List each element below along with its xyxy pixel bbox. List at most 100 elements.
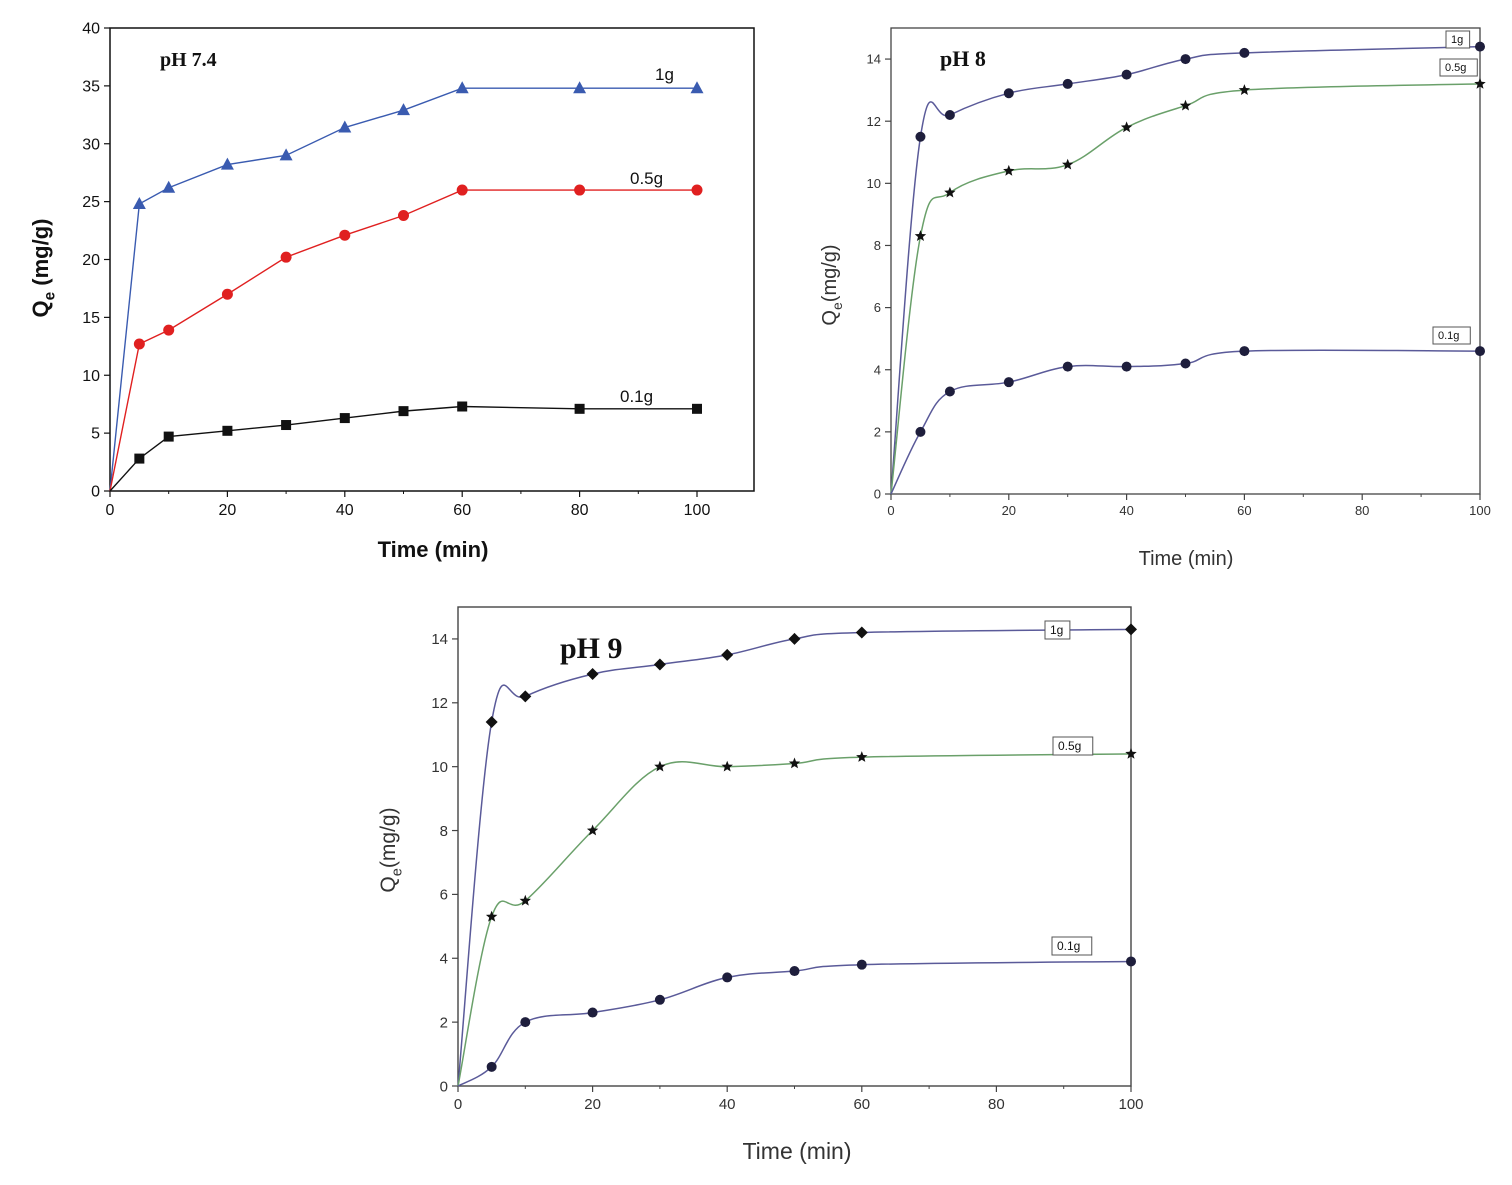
y-axis-label-sub: e <box>42 291 59 300</box>
data-point <box>397 103 410 116</box>
x-tick-label: 40 <box>1119 503 1133 518</box>
y-tick-label: 12 <box>867 114 881 129</box>
y-axis-label: Qe(mg/g) <box>377 807 405 892</box>
data-point <box>915 131 926 142</box>
data-point <box>573 81 587 94</box>
series-label: 0.1g <box>620 387 653 406</box>
x-tick-label: 20 <box>1002 503 1016 518</box>
data-point <box>457 401 468 412</box>
data-point <box>1120 121 1133 133</box>
data-point <box>520 1017 531 1028</box>
data-point <box>398 210 409 222</box>
data-point <box>485 910 498 922</box>
series-label: 1g <box>655 65 674 84</box>
x-tick-label: 20 <box>584 1096 601 1113</box>
data-point <box>1475 41 1485 52</box>
x-tick-label: 60 <box>453 502 471 519</box>
y-tick-label: 0 <box>874 487 881 502</box>
series-line <box>109 87 697 492</box>
x-tick-label: 60 <box>1237 503 1251 518</box>
chart-title: pH 8 <box>940 46 986 71</box>
data-point <box>944 386 955 397</box>
data-point <box>574 184 586 196</box>
x-tick-label: 40 <box>719 1096 736 1113</box>
data-point <box>220 157 234 170</box>
y-tick-label: 5 <box>91 426 100 443</box>
x-tick-label: 100 <box>684 502 711 519</box>
y-axis-label-main: Q <box>377 876 400 892</box>
y-tick-label: 6 <box>440 887 448 904</box>
data-point <box>654 994 665 1005</box>
chart-ph8: 0 20 40 60 80 100 0 2 4 6 8 10 12 14 pH 8 Time (min) Qe(… <box>819 27 1491 570</box>
data-point <box>519 690 532 703</box>
data-point <box>788 757 801 769</box>
x-tick-label: 0 <box>106 502 115 519</box>
x-tick-label: 0 <box>887 503 894 518</box>
x-tick-label: 0 <box>454 1096 462 1113</box>
data-point <box>586 824 599 836</box>
x-axis-label: Time (min) <box>742 1138 851 1164</box>
y-axis-label-unit: (mg/g) <box>377 807 400 868</box>
x-axis-label: Time (min) <box>1139 548 1234 570</box>
y-tick-label: 2 <box>440 1014 448 1031</box>
data-point <box>587 1007 598 1018</box>
data-point <box>338 120 352 133</box>
series-line <box>109 405 697 492</box>
y-tick-label: 6 <box>874 300 881 315</box>
y-tick-label: 2 <box>874 424 881 439</box>
series-1g: 1g <box>109 65 704 492</box>
series-curve <box>890 45 1481 495</box>
data-point <box>856 751 868 762</box>
data-point <box>1180 54 1191 65</box>
data-point <box>721 648 734 661</box>
y-tick-label: 20 <box>82 252 100 269</box>
chart-title: pH 9 <box>560 632 623 665</box>
data-point <box>690 81 704 94</box>
data-point <box>1126 956 1136 967</box>
data-point <box>485 715 498 728</box>
data-point <box>519 894 531 906</box>
data-point <box>915 426 926 437</box>
series-label-box <box>1432 326 1471 345</box>
y-tick-label: 4 <box>440 951 448 968</box>
series-label: 1g <box>1451 34 1463 46</box>
y-axis-label-sub: e <box>829 302 845 310</box>
y-axis-label-main: Q <box>28 300 53 317</box>
data-point <box>1062 78 1073 89</box>
data-point <box>281 420 292 431</box>
data-point <box>456 184 468 196</box>
data-point <box>574 403 585 414</box>
data-point <box>1179 99 1192 111</box>
data-point <box>132 196 146 209</box>
data-point <box>1239 47 1250 58</box>
y-tick-label: 35 <box>82 78 100 95</box>
data-point <box>486 1061 497 1072</box>
series-curve <box>457 960 1132 1087</box>
chart-title: pH 7.4 <box>160 49 217 71</box>
y-axis-label: Qe (mg/g) <box>28 218 59 317</box>
series-0-1g: 0.1g <box>457 936 1136 1087</box>
data-point <box>722 972 733 983</box>
data-point <box>1062 361 1073 372</box>
series-curve <box>890 349 1481 495</box>
data-point <box>1121 69 1132 80</box>
series-0-5g: 0.5g <box>890 58 1486 495</box>
x-tick-label: 60 <box>853 1096 870 1113</box>
data-point <box>339 413 350 424</box>
data-point <box>163 431 174 442</box>
data-point <box>1062 158 1074 170</box>
series-label: 0.1g <box>1438 330 1459 342</box>
data-point <box>856 959 867 970</box>
series-0-5g: 0.5g <box>109 169 703 492</box>
data-point <box>339 229 351 241</box>
series-curve <box>890 83 1481 495</box>
data-point <box>1125 747 1137 759</box>
x-tick-label: 80 <box>1355 503 1369 518</box>
y-tick-label: 12 <box>431 695 448 712</box>
series-0-5g: 0.5g <box>457 736 1137 1087</box>
data-point <box>788 632 801 645</box>
data-point <box>398 406 409 417</box>
series-label-box <box>1052 736 1094 756</box>
x-tick-label: 100 <box>1469 503 1491 518</box>
